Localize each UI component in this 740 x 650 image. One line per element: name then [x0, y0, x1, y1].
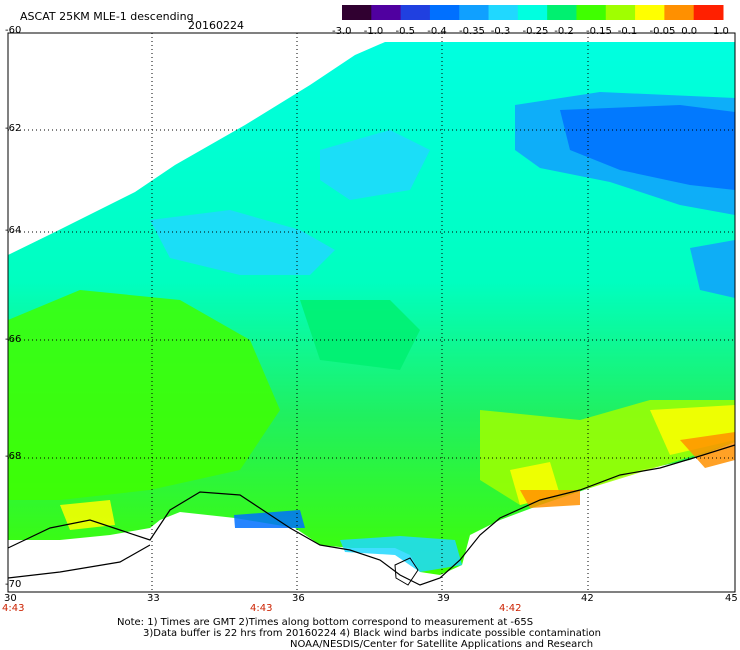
lon-label: 39 [437, 593, 450, 604]
light-blue-region-west [150, 210, 335, 275]
colorbar-swatch [693, 5, 724, 20]
map-date: 20160224 [188, 19, 244, 32]
lat-label: -60 [5, 25, 22, 36]
colorbar-label: 1.0 [713, 26, 729, 37]
colorbar-label: -0.1 [617, 26, 638, 37]
colorbar-swatch [400, 5, 431, 20]
colorbar-swatch [664, 5, 695, 20]
colorbar-label: -0.05 [649, 26, 676, 37]
blue-strip-coast [234, 510, 305, 528]
colorbar-label: -0.15 [586, 26, 612, 37]
lon-label: 30 [4, 593, 17, 604]
colorbar-swatch [576, 5, 607, 20]
coastline-south [7, 544, 151, 579]
orange-region-east [680, 432, 735, 468]
green-region-southwest [8, 290, 280, 500]
colorbar-swatch [459, 5, 490, 20]
colorbar-swatch [429, 5, 460, 20]
lat-label: -66 [5, 334, 22, 345]
colorbar-swatch [342, 5, 372, 20]
time-label: 4:42 [499, 603, 522, 614]
lightblue-strip-south [340, 536, 462, 572]
island-outline [394, 557, 419, 586]
colorbar-label: 0.0 [681, 26, 698, 37]
green-region-center [300, 300, 420, 370]
colorbar-label: -3.0 [332, 26, 352, 37]
coastline [7, 444, 736, 586]
note-line-1: Note: 1) Times are GMT 2)Times along bot… [117, 617, 534, 628]
lat-label: -64 [5, 225, 22, 236]
blue-region-east [690, 240, 735, 298]
orange-region-coast [520, 490, 580, 508]
colorbar-swatch [547, 5, 577, 20]
colorbar-swatch [371, 5, 402, 20]
lon-label: 42 [581, 593, 594, 604]
colorbar-label: -0.5 [395, 26, 416, 37]
colorbar [342, 5, 724, 20]
colorbar-label: -0.35 [459, 26, 485, 37]
deep-blue-core [560, 105, 735, 190]
lon-label: 36 [292, 593, 305, 604]
time-label: 4:43 [250, 603, 273, 614]
colorbar-label: -1.0 [363, 26, 384, 37]
map-plot [7, 32, 736, 593]
note-line-3: NOAA/NESDIS/Center for Satellite Applica… [290, 639, 594, 650]
colorbar-label: -0.4 [427, 26, 447, 37]
colorbar-label: -0.3 [490, 26, 511, 37]
lon-label: 45 [725, 593, 738, 604]
map-title: ASCAT 25KM MLE-1 descending [20, 10, 194, 23]
light-blue-region-center [320, 130, 430, 200]
colorbar-swatch [605, 5, 636, 20]
lat-label: -70 [5, 579, 22, 590]
colorbar-swatch [517, 5, 548, 20]
colorbar-label: -0.25 [522, 26, 549, 37]
plot-frame [7, 32, 736, 593]
yellow-region-west [60, 500, 115, 530]
lon-label: 33 [147, 593, 160, 604]
colorbar-label: -0.2 [554, 26, 574, 37]
lat-label: -68 [5, 451, 22, 462]
time-label: 4:43 [2, 603, 25, 614]
colorbar-swatch [635, 5, 665, 20]
note-line-2: 3)Data buffer is 22 hrs from 20160224 4)… [143, 628, 601, 639]
colorbar-swatch [488, 5, 519, 20]
lat-label: -62 [5, 123, 22, 134]
